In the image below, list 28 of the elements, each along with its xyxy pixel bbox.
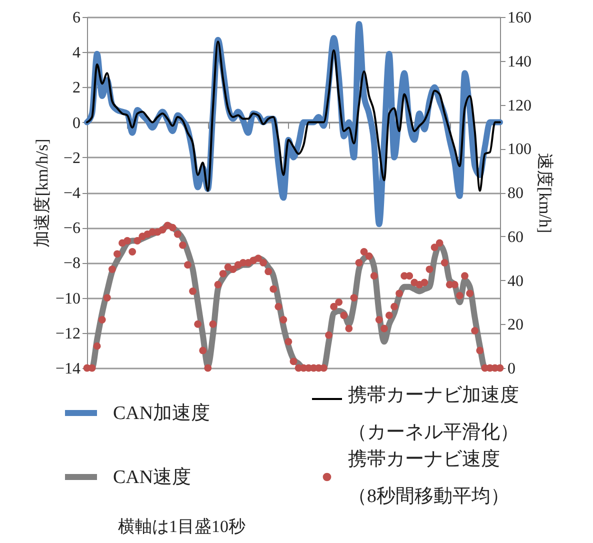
y-tick-label: 0 xyxy=(72,114,80,132)
y2-tick-label: 80 xyxy=(508,185,524,202)
y-tick-label: −4 xyxy=(63,185,80,202)
y2-tick-label: 100 xyxy=(508,141,532,158)
legend-label: 携帯カーナビ速度（8秒間移動平均） xyxy=(348,448,510,507)
y-axis-title: 加速度[km/h/s] xyxy=(32,138,52,248)
y-tick-label: −14 xyxy=(55,360,80,378)
legend-label: CAN加速度 xyxy=(113,402,210,424)
line-series xyxy=(86,40,501,192)
y-tick-label: −12 xyxy=(55,325,80,342)
y-tick-label: 4 xyxy=(72,44,80,62)
y2-tick-label: 60 xyxy=(508,228,524,246)
y-tick-label: −10 xyxy=(55,290,80,308)
text: 横軸は1目盛10秒 xyxy=(118,517,246,536)
legend-label: CAN速度 xyxy=(113,466,192,488)
legend-label: 携帯カーナビ加速度（カーネル平滑化） xyxy=(348,384,519,443)
y-tick-label: 2 xyxy=(72,80,80,97)
y-tick-label: −2 xyxy=(63,150,80,167)
y2-tick-label: 0 xyxy=(508,360,516,378)
y2-tick-label: 160 xyxy=(508,10,532,26)
y2-tick-label: 20 xyxy=(508,316,524,334)
y-tick-label: −8 xyxy=(63,255,80,272)
y-tick-label: 6 xyxy=(72,10,80,26)
y2-tick-label: 120 xyxy=(508,97,532,114)
y2-axis-title: 速度[km/h] xyxy=(536,152,554,234)
y-tick-label: −6 xyxy=(63,220,80,238)
y2-tick-label: 140 xyxy=(508,53,532,70)
y2-tick-label: 40 xyxy=(508,272,524,290)
